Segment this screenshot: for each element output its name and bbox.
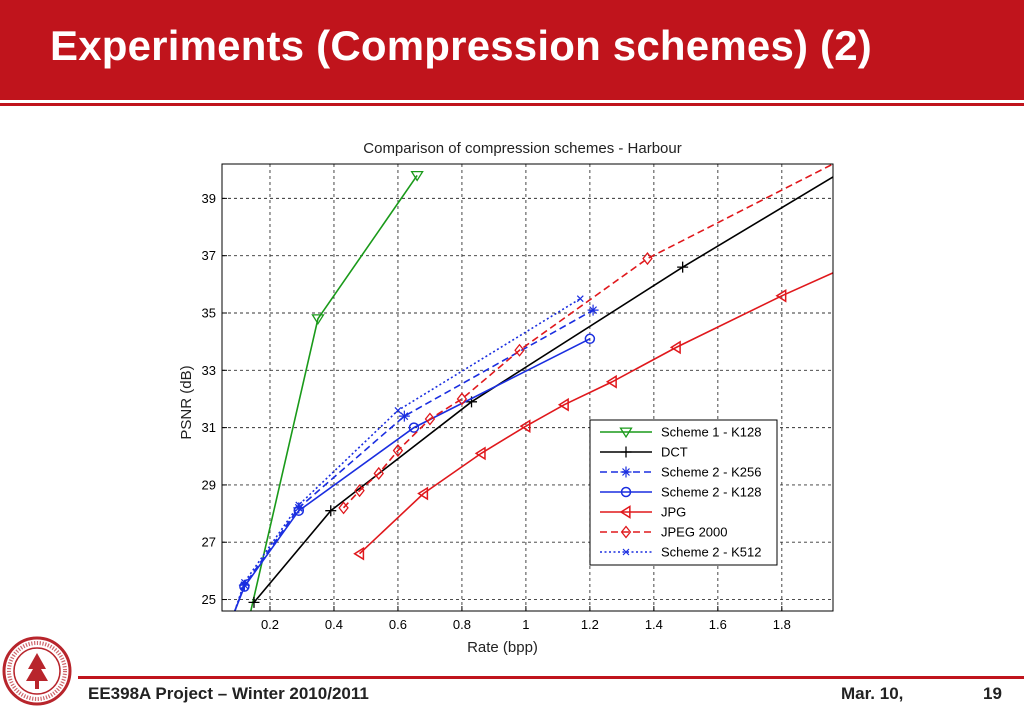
diamond-marker — [392, 443, 404, 458]
star-marker — [293, 502, 305, 514]
y-tick-label: 27 — [202, 535, 216, 550]
x-tick-label: 1.4 — [645, 617, 663, 632]
x-tick-label: 1.8 — [773, 617, 791, 632]
plus-marker — [620, 446, 632, 458]
legend-label: JPEG 2000 — [661, 525, 728, 540]
series-6 — [234, 295, 584, 611]
footer-rule — [78, 676, 1024, 679]
y-tick-label: 37 — [202, 248, 216, 263]
legend-label: Scheme 1 - K128 — [661, 425, 761, 440]
series-3 — [234, 333, 596, 611]
plus-marker — [677, 261, 689, 273]
x-tick-label: 0.8 — [453, 617, 471, 632]
triangle-left-marker — [474, 446, 486, 461]
y-tick-label: 25 — [202, 592, 216, 607]
star-marker — [620, 466, 632, 478]
triangle-left-marker — [619, 505, 631, 519]
title-bar — [0, 0, 1024, 100]
chart-area: 0.2 0.4 0.6 0.8 1 1.2 1.4 1.6 1.8 25 27 29 31 33 35 37 3… — [170, 130, 850, 665]
series-line — [234, 338, 591, 611]
chart-title: Comparison of compression schemes - Harb… — [363, 140, 681, 157]
x-tick-label: 0.6 — [389, 617, 407, 632]
x-marker — [622, 548, 630, 556]
series-line — [234, 297, 581, 611]
triangle-down-marker — [410, 170, 424, 182]
diamond-marker — [338, 501, 349, 515]
series-2 — [234, 304, 599, 611]
triangle-left-marker — [417, 486, 429, 501]
series-line — [342, 164, 833, 509]
y-axis-label: PSNR (dB) — [178, 365, 195, 439]
y-tick-label: 29 — [202, 477, 216, 492]
legend-label: Scheme 2 - K512 — [661, 545, 761, 560]
psnr-rate-chart: 0.2 0.4 0.6 0.8 1 1.2 1.4 1.6 1.8 25 27 29 31 33 35 37 3… — [178, 140, 834, 656]
diamond-marker — [456, 392, 468, 406]
plus-marker — [248, 596, 260, 608]
x-tick-label: 1 — [522, 617, 529, 632]
diamond-marker — [620, 525, 632, 539]
x-marker — [394, 406, 402, 414]
footer-date: Mar. 10, — [841, 684, 904, 703]
stanford-seal-logo — [2, 636, 72, 706]
x-tick-label: 0.4 — [325, 617, 343, 632]
x-tick-label: 0.2 — [261, 617, 279, 632]
y-tick-label: 31 — [202, 420, 216, 435]
triangle-left-marker — [605, 374, 617, 389]
diamond-marker — [514, 343, 525, 357]
legend-label: DCT — [661, 445, 688, 460]
series-4 — [353, 272, 833, 561]
x-marker — [576, 295, 584, 303]
triangle-left-marker — [519, 419, 531, 434]
diamond-marker — [373, 466, 384, 481]
triangle-left-marker — [669, 340, 681, 355]
series-5 — [338, 164, 833, 515]
plot-frame — [221, 163, 834, 612]
diamond-marker — [354, 484, 365, 498]
y-tick-label: 35 — [202, 306, 216, 321]
triangle-left-marker — [353, 546, 365, 561]
series-0 — [250, 170, 424, 611]
x-marker — [295, 501, 303, 509]
legend-label: Scheme 2 - K128 — [661, 485, 761, 500]
triangle-left-marker — [775, 288, 787, 303]
x-tick-label: 1.6 — [709, 617, 727, 632]
diamond-marker — [424, 412, 436, 426]
triangle-left-marker — [557, 397, 569, 412]
y-tick-label: 33 — [202, 363, 216, 378]
series-line — [359, 272, 833, 555]
series-line — [250, 175, 418, 611]
y-tick-label: 39 — [202, 191, 216, 206]
plus-marker — [325, 505, 337, 517]
x-tick-label: 1.2 — [581, 617, 599, 632]
header-rule — [0, 103, 1024, 106]
footer-project: EE398A Project – Winter 2010/2011 — [88, 684, 369, 703]
circle-marker — [408, 422, 420, 433]
triangle-down-marker — [619, 427, 633, 439]
legend-label: JPG — [661, 505, 686, 520]
star-marker — [238, 579, 250, 591]
star-marker — [398, 410, 410, 422]
slide-title: Experiments (Compression schemes) (2) — [50, 22, 872, 69]
circle-marker — [620, 486, 632, 498]
triangle-down-marker — [311, 314, 325, 325]
legend-label: Scheme 2 - K256 — [661, 465, 761, 480]
star-marker — [587, 304, 599, 316]
x-marker — [240, 578, 248, 586]
page-number: 19 — [983, 684, 1002, 703]
circle-marker — [584, 333, 596, 345]
diamond-marker — [642, 252, 653, 266]
x-axis-label: Rate (bpp) — [467, 639, 538, 656]
